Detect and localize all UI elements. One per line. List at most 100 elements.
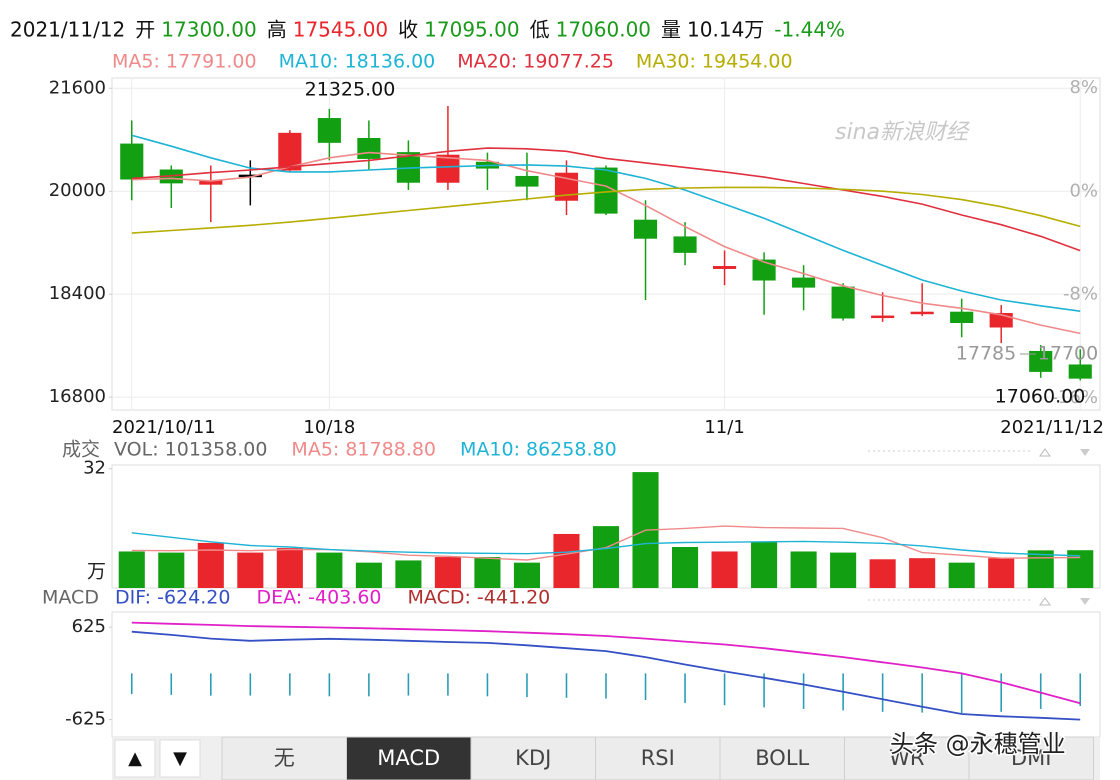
volume-bar bbox=[988, 558, 1015, 588]
y-tick-label: 16800 bbox=[49, 386, 106, 407]
legend-entry: MA5: 17791.00 bbox=[112, 51, 257, 73]
tab-label: MACD bbox=[377, 746, 440, 770]
volume-bar bbox=[316, 552, 343, 588]
arrow-button[interactable] bbox=[159, 739, 201, 778]
y2-tick-label: 0% bbox=[1069, 180, 1098, 201]
price-annotation: 21325.00 bbox=[305, 79, 396, 101]
panel-label: MACD bbox=[42, 587, 99, 609]
quote-value: 17060.00 bbox=[556, 18, 651, 42]
candle-body bbox=[910, 311, 934, 315]
volume-bar bbox=[1027, 550, 1054, 588]
x-tick-label: 11/1 bbox=[704, 417, 744, 438]
quote-label: 高 bbox=[267, 18, 287, 42]
macd-line bbox=[131, 630, 1081, 721]
volume-bar bbox=[158, 552, 185, 588]
volume-bar bbox=[1067, 550, 1094, 588]
volume-ma-line bbox=[131, 532, 1081, 557]
x-tick-label: 2021/10/11 bbox=[112, 417, 216, 438]
legend-entry: MA10: 18136.00 bbox=[279, 51, 436, 73]
quote-value: 17095.00 bbox=[424, 18, 519, 42]
volume-bar bbox=[948, 562, 975, 588]
tab[interactable] bbox=[221, 736, 347, 780]
panel-icon bbox=[1039, 448, 1051, 457]
candle-body bbox=[752, 259, 776, 281]
candle-body bbox=[357, 137, 381, 159]
x-tick-label: 2021/11/12 bbox=[1000, 417, 1104, 438]
logo: sina新浪财经 bbox=[835, 120, 970, 145]
volume-bar bbox=[434, 557, 461, 588]
candle-body bbox=[950, 311, 974, 323]
price-annotation: 17700 bbox=[1038, 343, 1098, 365]
volume-bar bbox=[395, 560, 422, 588]
panel-title: VOL: 101358.00 bbox=[114, 439, 267, 461]
panel-icon bbox=[1080, 449, 1090, 456]
price-annotation: 17785 bbox=[956, 343, 1016, 365]
legend-entry: MACD: -441.20 bbox=[408, 587, 551, 609]
tab-label: 无 bbox=[274, 746, 295, 770]
candle-body bbox=[515, 175, 539, 187]
candle-body bbox=[278, 132, 302, 171]
tab-label: BOLL bbox=[755, 746, 809, 770]
volume-bar bbox=[830, 552, 857, 588]
y-tick-label: 32 bbox=[83, 458, 106, 479]
candle-body bbox=[712, 266, 737, 269]
volume-bar bbox=[711, 551, 738, 588]
volume-bar bbox=[671, 547, 699, 588]
price-annotation: 17060.00 bbox=[995, 386, 1086, 408]
y2-tick-label: -16% bbox=[1051, 387, 1098, 408]
volume-ma-line bbox=[131, 525, 1081, 561]
volume-bar bbox=[751, 541, 778, 588]
candle-body bbox=[1068, 364, 1092, 379]
volume-bar bbox=[513, 562, 541, 588]
legend-entry: MA30: 19454.00 bbox=[636, 51, 793, 73]
quote-value: 17545.00 bbox=[293, 18, 388, 42]
volume-bar bbox=[276, 548, 303, 588]
tab[interactable] bbox=[968, 736, 1094, 780]
tab[interactable] bbox=[844, 736, 970, 780]
candle-body bbox=[871, 315, 895, 319]
tab-label: DMI bbox=[1011, 746, 1051, 770]
tab-label: WR bbox=[889, 746, 924, 770]
volume-bar bbox=[118, 551, 145, 588]
ma-line bbox=[131, 147, 1081, 252]
unit-label: 万 bbox=[87, 561, 106, 583]
arrow-label: ▼ bbox=[173, 748, 187, 769]
panel-label: 成交 bbox=[62, 439, 100, 461]
tab[interactable] bbox=[346, 736, 472, 780]
y-tick-label: -625 bbox=[65, 709, 106, 730]
volume-bar bbox=[237, 552, 264, 588]
x-tick-label: 10/18 bbox=[303, 417, 355, 438]
ma-line bbox=[131, 186, 1081, 234]
legend-entry: DIF: -624.20 bbox=[115, 587, 230, 609]
volume-bar bbox=[355, 562, 382, 588]
watermark: 头条 @永穗管业 bbox=[890, 730, 1066, 758]
candle-body bbox=[792, 277, 816, 288]
change: -1.44% bbox=[774, 18, 845, 42]
legend-entry: DEA: -403.60 bbox=[256, 587, 381, 609]
volume-bar bbox=[553, 533, 580, 588]
candle-body bbox=[633, 219, 658, 239]
legend-entry: MA20: 19077.25 bbox=[457, 51, 614, 73]
panel-icon bbox=[1080, 598, 1090, 605]
date: 2021/11/12 bbox=[10, 18, 125, 42]
macd-line bbox=[131, 621, 1081, 705]
quote-value: 17300.00 bbox=[161, 18, 256, 42]
y-tick-label: 625 bbox=[72, 616, 106, 637]
ma-line bbox=[131, 134, 1081, 312]
volume-bar bbox=[592, 526, 620, 588]
candle-body bbox=[120, 143, 144, 180]
arrow-button[interactable] bbox=[114, 739, 156, 778]
tab-label: RSI bbox=[641, 746, 675, 770]
arrow-label: ▲ bbox=[128, 748, 142, 769]
price-frame bbox=[111, 77, 1101, 411]
volume-bar bbox=[909, 558, 936, 588]
volume-bar bbox=[474, 557, 501, 588]
quote-label: 低 bbox=[530, 18, 550, 42]
legend-entry: MA10: 86258.80 bbox=[460, 439, 617, 461]
y-tick-label: 21600 bbox=[49, 77, 106, 98]
candle-body bbox=[1029, 350, 1053, 372]
quote-value: 10.14万 bbox=[687, 18, 764, 42]
